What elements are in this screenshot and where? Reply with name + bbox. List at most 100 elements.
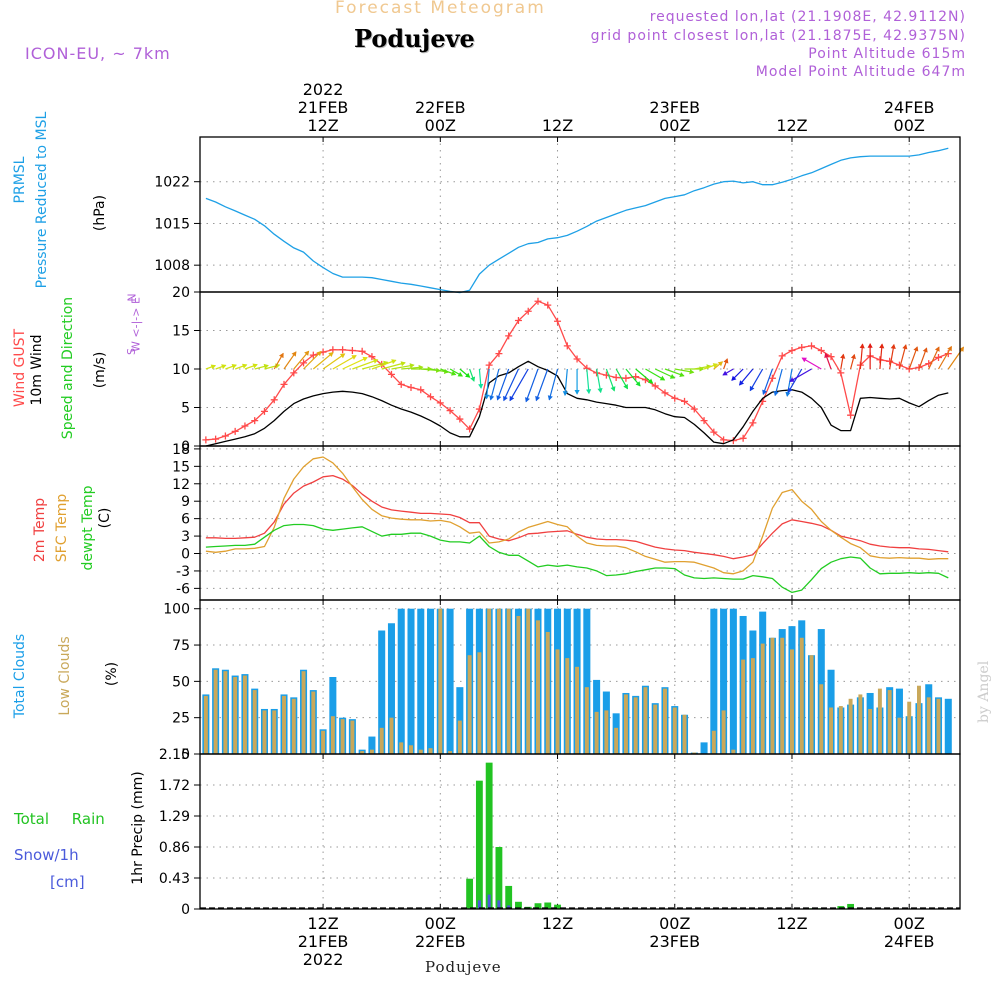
temp-ytick-label: 18 [172,442,190,458]
rain-bar [544,902,552,909]
wind-arrow-head [947,345,952,352]
low-cloud-bar [369,749,374,754]
wind-arrow-head [496,395,502,401]
wind-arrow [509,368,529,401]
low-cloud-bar [575,666,580,754]
gust-marker [808,342,816,350]
low-cloud-bar [594,711,599,754]
low-cloud-bar [379,727,384,754]
wind-arrow [789,368,812,382]
low-cloud-bar [389,717,394,754]
wind-arrow [332,355,357,370]
temp-ytick-label: 0 [181,547,190,563]
wind-arrow-head [509,395,515,402]
low-cloud-bar [399,742,404,754]
low-cloud-bar [545,631,550,754]
wind-ytick-label: 5 [181,401,190,417]
model-label: ICON-EU, ~ 7km [25,44,171,63]
wind-arrow [352,359,378,370]
temp-ytick-label: -3 [176,564,190,580]
wind-arrow-head [351,355,357,360]
bottom-time-label: 12Z [307,914,338,933]
wind-arrow-head [457,371,463,377]
wind-arrow-head [717,361,724,367]
gust-marker [241,422,249,430]
low-cloud-bar [321,730,326,754]
low-cloud-bar [555,649,560,754]
wind-arrow-head [547,395,553,401]
wind-arrow-head [712,363,719,368]
gust-marker [466,425,474,433]
low-cloud-bar [252,690,257,754]
rain-bar [475,780,483,909]
bottom-time-label: 00Z [659,914,690,933]
wind-arrow [548,368,559,400]
wind-arrow-head [890,343,896,350]
low-cloud-bar [936,698,941,754]
wind-arrow-head [362,356,368,362]
gust-marker [749,419,757,427]
wind-arrow [774,368,783,396]
gust-marker [837,369,845,377]
low-cloud-bar [731,749,736,754]
wind-arrow-head [840,353,846,359]
gust-marker [661,389,669,397]
bottom-time-label: 12Z [542,914,573,933]
wind-arrow [485,368,490,399]
low-cloud-bar [926,697,931,754]
temp-line-1 [205,456,949,575]
wind-arrow-head [418,364,424,371]
low-cloud-bar [516,615,521,754]
low-cloud-bar [897,717,902,754]
wind-arrow-head [210,364,217,370]
wind-arrow [787,368,803,393]
bottom-time-label: 00Z [894,914,925,933]
top-time-label: 00Z [425,116,456,135]
gust-marker [505,332,513,340]
low-cloud-bar [750,658,755,754]
wind-arrow-head [221,364,227,370]
wind-arrow-head [859,343,865,349]
wind-arrow-head [503,395,508,402]
wind-arrow [525,368,539,402]
gust-marker [651,382,659,390]
gust-marker [221,432,229,440]
low-cloud-bar [477,652,482,754]
temp-line-2 [205,523,949,594]
gust-marker [212,435,220,443]
rain-label: Total Rain [14,810,105,828]
low-cloud-bar [829,707,834,754]
low-cloud-bar [770,637,775,754]
footer-location: Podujeve [425,958,502,976]
wind-arrow [342,357,368,370]
gust-marker [534,297,542,305]
gust-marker [495,350,503,358]
gust-marker [524,307,532,315]
wind-arrow-head [316,350,322,357]
wind-arrow [928,346,940,370]
wind-arrow [371,359,396,370]
wind-arrow [937,346,952,370]
wind-arrow-head [409,363,415,369]
total-cloud-bar [378,630,386,754]
gust-marker [700,417,708,425]
gust-marker [280,380,288,388]
low-cloud-bar [448,751,453,754]
low-cloud-bar [721,710,726,754]
top-time-label: 21FEB [298,98,349,117]
cloud-ytick-label: 50 [172,674,190,690]
chart-title: Podujeve [354,24,475,53]
point-altitude: Point Altitude 615m [808,46,966,62]
temp-ytick-label: 15 [172,459,190,475]
wind-arrow-head [659,375,666,381]
low-cloud-bar [223,671,228,754]
wind-arrow-head [789,377,795,382]
precip-ytick-label: 1.29 [159,809,190,825]
wind-arrow-head [787,387,793,393]
snow-bar [497,900,501,909]
gust-marker [768,374,776,382]
low-cloud-bar [467,655,472,754]
gust-marker [446,407,454,415]
pressure-panel: 1008 1015 1022 [154,137,960,292]
snow-bar [477,900,481,909]
